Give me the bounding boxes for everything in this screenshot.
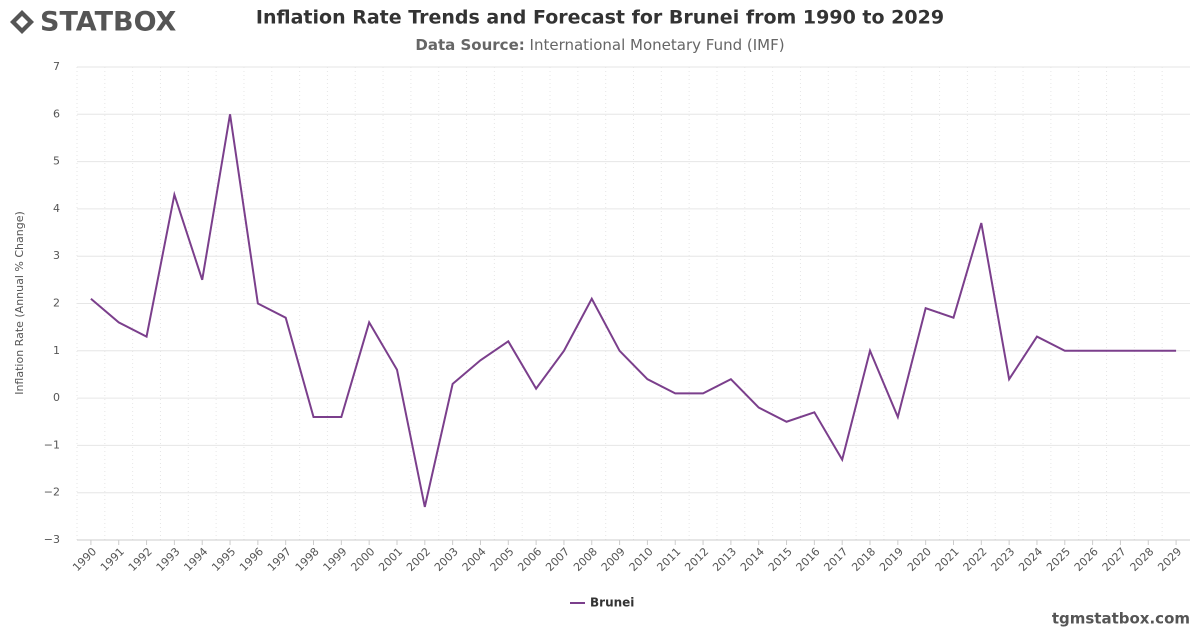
x-tick-label: 2027 xyxy=(1100,545,1129,574)
x-tick-label: 2008 xyxy=(571,545,600,574)
line xyxy=(90,114,1177,508)
x-tick-label: 2018 xyxy=(849,545,878,574)
x-tick-label: 2028 xyxy=(1128,545,1157,574)
y-tick-label: 6 xyxy=(53,107,60,120)
x-tick-label: 2022 xyxy=(961,545,990,574)
x-tick-label: 2015 xyxy=(766,545,795,574)
x-tick-label: 1994 xyxy=(181,545,210,574)
y-tick-label: −3 xyxy=(44,533,60,546)
x-tick-label: 2012 xyxy=(682,545,711,574)
x-tick-label: 2020 xyxy=(905,545,934,574)
x-tick-label: 2019 xyxy=(877,545,906,574)
x-tick-label: 1990 xyxy=(70,545,99,574)
y-tick-label: 2 xyxy=(53,297,60,310)
x-tick-label: 1996 xyxy=(237,545,266,574)
subtitle-text: International Monetary Fund (IMF) xyxy=(530,36,785,54)
x-tick-label: 2026 xyxy=(1072,545,1101,574)
x-tick-label: 1992 xyxy=(126,545,155,574)
x-tick-label: 2013 xyxy=(710,545,739,574)
x-tick-label: 2001 xyxy=(376,545,405,574)
y-tick-label: 0 xyxy=(53,391,60,404)
x-tick-label: 2000 xyxy=(348,545,377,574)
x-tick-label: 1993 xyxy=(154,545,183,574)
subtitle-label: Data Source: xyxy=(415,36,524,54)
x-tick-label: 2002 xyxy=(404,545,433,574)
x-tick-label: 1995 xyxy=(209,545,238,574)
x-tick-label: 1997 xyxy=(265,545,294,574)
x-tick-label: 2025 xyxy=(1044,545,1073,574)
x-tick-label: 2014 xyxy=(738,545,767,574)
footer: tgmstatbox.com xyxy=(1052,610,1190,628)
x-tick-label: 2009 xyxy=(599,545,628,574)
x-tick-label: 2024 xyxy=(1016,545,1045,574)
logo-text: STATBOX xyxy=(40,7,177,38)
y-tick-label: 5 xyxy=(53,155,60,168)
x-tick-label: 2007 xyxy=(543,545,572,574)
y-tick-label: 3 xyxy=(53,249,60,262)
x-tick-label: 2011 xyxy=(654,545,683,574)
x-tick-label: 2016 xyxy=(794,545,823,574)
y-axis-label: Inflation Rate (Annual % Change) xyxy=(13,211,26,395)
x-tick-label: 2029 xyxy=(1155,545,1184,574)
x-tick-label: 2021 xyxy=(933,545,962,574)
chart-title: Inflation Rate Trends and Forecast for B… xyxy=(256,7,944,29)
y-tick-label: 4 xyxy=(53,202,60,215)
x-tick-label: 2017 xyxy=(821,545,850,574)
x-tick-label: 2010 xyxy=(627,545,656,574)
chart-subtitle: Data Source: International Monetary Fund… xyxy=(415,36,784,54)
x-tick-label: 1991 xyxy=(98,545,127,574)
logo-icon-inner xyxy=(16,16,28,28)
x-tick-label: 1998 xyxy=(293,545,322,574)
legend-label: Brunei xyxy=(590,596,634,610)
x-tick-label: 2006 xyxy=(515,545,544,574)
y-tick-label: 7 xyxy=(53,60,60,73)
y-tick-label: −2 xyxy=(44,486,60,499)
x-tick-label: 2003 xyxy=(432,545,461,574)
y-tick-label: 1 xyxy=(53,344,60,357)
y-tick-label: −1 xyxy=(44,438,60,451)
x-tick-label: 2004 xyxy=(460,545,489,574)
x-tick-label: 1999 xyxy=(321,545,350,574)
logo: STATBOX xyxy=(10,7,177,38)
x-tick-label: 2023 xyxy=(988,545,1017,574)
x-tick-label: 2005 xyxy=(488,545,517,574)
